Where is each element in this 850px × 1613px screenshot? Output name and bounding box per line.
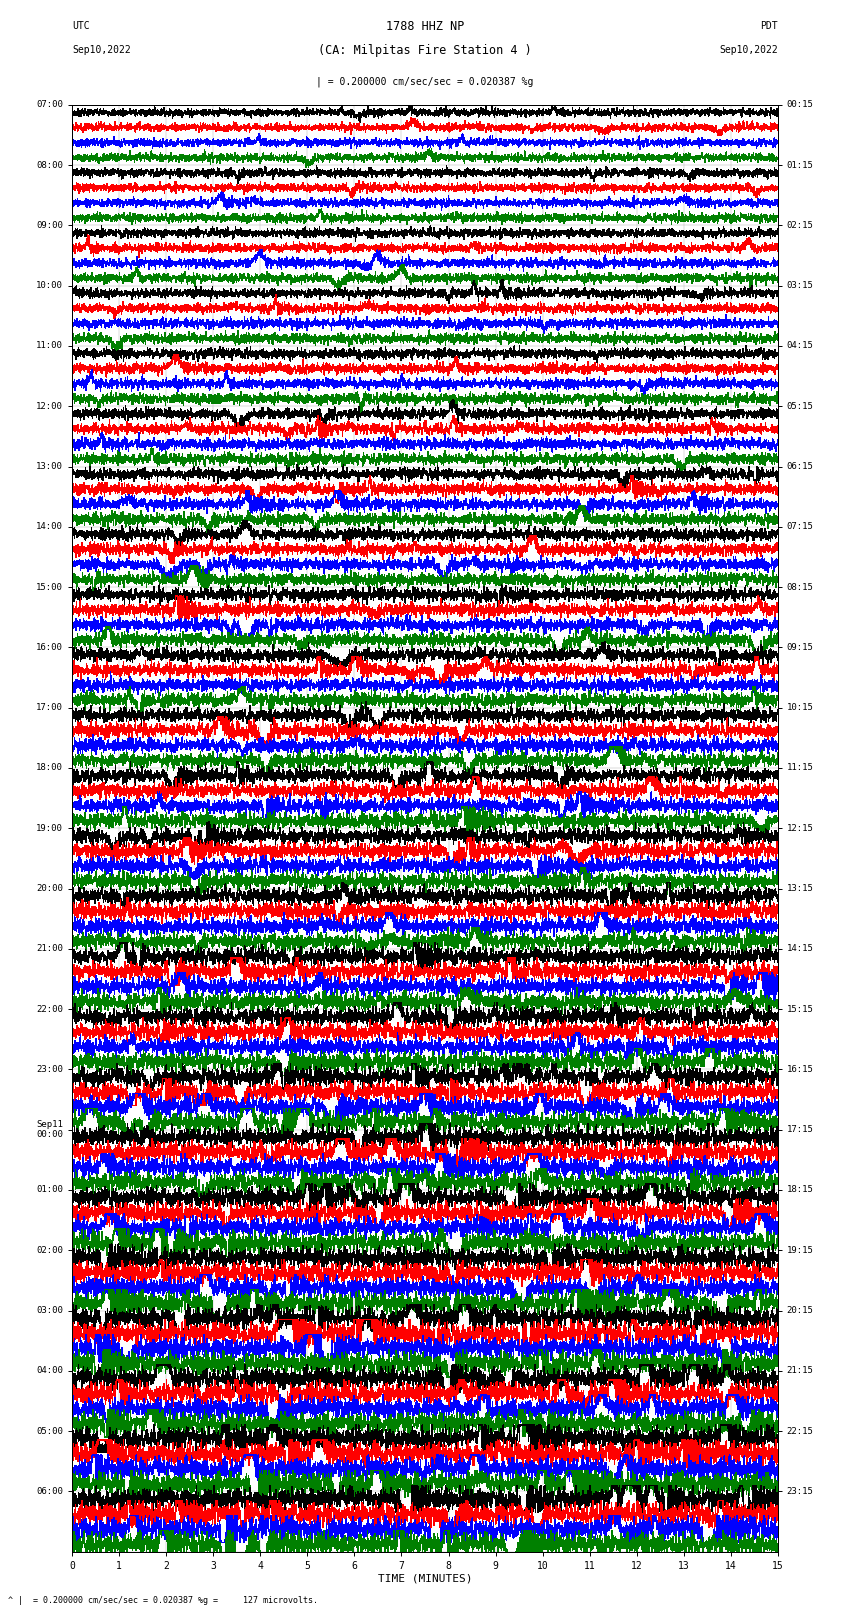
Text: ^ |  = 0.200000 cm/sec/sec = 0.020387 %g =     127 microvolts.: ^ | = 0.200000 cm/sec/sec = 0.020387 %g … [8,1595,319,1605]
Text: 1788 HHZ NP: 1788 HHZ NP [386,19,464,32]
Text: (CA: Milpitas Fire Station 4 ): (CA: Milpitas Fire Station 4 ) [318,44,532,56]
Text: Sep10,2022: Sep10,2022 [72,45,131,55]
Text: | = 0.200000 cm/sec/sec = 0.020387 %g: | = 0.200000 cm/sec/sec = 0.020387 %g [316,76,534,87]
Text: UTC: UTC [72,21,90,31]
X-axis label: TIME (MINUTES): TIME (MINUTES) [377,1574,473,1584]
Text: PDT: PDT [760,21,778,31]
Text: Sep10,2022: Sep10,2022 [719,45,778,55]
